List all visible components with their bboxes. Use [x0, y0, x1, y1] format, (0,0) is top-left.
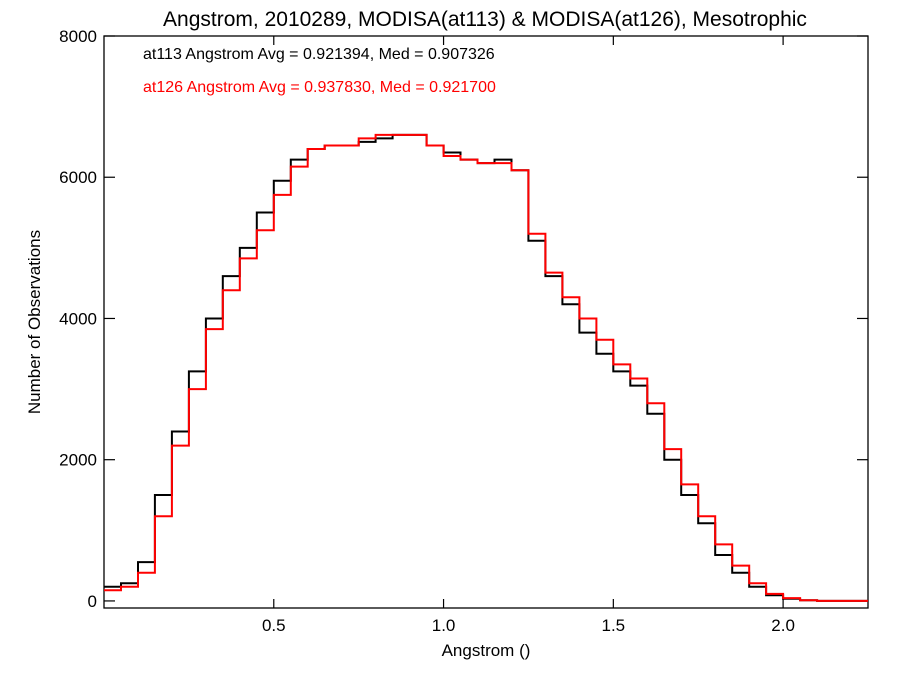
- y-tick-label: 8000: [59, 27, 97, 46]
- y-tick-label: 2000: [59, 451, 97, 470]
- series-line-at113: [104, 133, 868, 602]
- x-tick-label: 2.0: [771, 616, 795, 635]
- annotation-at126: at126 Angstrom Avg = 0.937830, Med = 0.9…: [143, 79, 496, 96]
- x-tick-label: 1.0: [432, 616, 456, 635]
- x-tick-label: 1.5: [602, 616, 626, 635]
- plot-frame: [103, 35, 869, 609]
- chart-title: Angstrom, 2010289, MODISA(at113) & MODIS…: [163, 8, 807, 31]
- annotation-at113: at113 Angstrom Avg = 0.921394, Med = 0.9…: [143, 46, 495, 63]
- y-axis-label: Number of Observations: [25, 230, 44, 414]
- series-line-at126: [104, 133, 868, 602]
- x-axis-label: Angstrom (): [442, 641, 531, 660]
- y-axis-ticks: 0 2000 4000 6000 8000: [59, 27, 868, 611]
- y-tick-label: 0: [88, 592, 97, 611]
- x-tick-label: 0.5: [262, 616, 286, 635]
- x-axis-ticks: 0.5 1.0 1.5 2.0: [262, 36, 795, 635]
- y-tick-label: 6000: [59, 168, 97, 187]
- series-layer: [104, 133, 868, 602]
- y-tick-label: 4000: [59, 309, 97, 328]
